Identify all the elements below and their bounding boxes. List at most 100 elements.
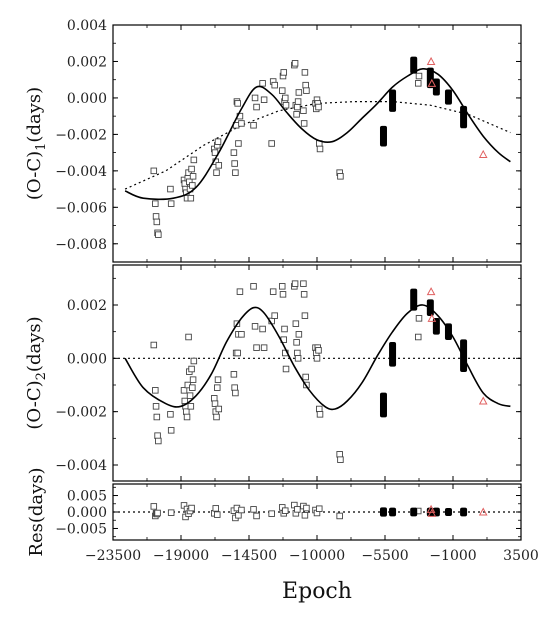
- open-square-point: [316, 405, 323, 413]
- y-axis-title-main: (O-C): [24, 151, 45, 200]
- open-square-point: [414, 333, 422, 341]
- open-square-point: [415, 315, 423, 322]
- filled-data-cluster: [432, 78, 440, 96]
- open-square-point: [269, 288, 277, 295]
- filled-data-cluster: [389, 342, 397, 367]
- open-square-point: [152, 387, 159, 394]
- y-axis-title: (O-C)2(days): [24, 316, 49, 429]
- open-square-point: [187, 194, 195, 202]
- filled-data-cluster: [379, 507, 387, 517]
- open-square-point: [303, 87, 310, 94]
- triangle-point: [427, 78, 437, 87]
- open-square-point: [155, 437, 162, 445]
- y-axis-title: Res(days): [26, 467, 47, 556]
- panel-2: 0.002 0.000 −0.002 −0.004 (O-C)2(days): [24, 264, 522, 482]
- filled-data-cluster: [432, 318, 440, 335]
- open-square-point: [167, 411, 174, 418]
- solid-fit-curve: [124, 67, 511, 201]
- y-tick-label: −0.002: [55, 405, 107, 421]
- filled-data-cluster: [410, 56, 418, 74]
- open-square-point: [152, 213, 160, 220]
- y-tick-label: 0.005: [67, 489, 107, 505]
- filled-data-cluster: [444, 508, 452, 516]
- y-tick-label: −0.004: [55, 458, 107, 474]
- filled-data-cluster: [410, 507, 418, 517]
- open-square-point: [153, 413, 161, 421]
- open-square-point: [301, 69, 309, 76]
- open-square-point: [294, 98, 302, 105]
- open-square-point: [211, 149, 219, 156]
- y-axis-title: (O-C)1(days): [24, 87, 49, 200]
- open-square-point: [214, 511, 221, 518]
- y-tick-label: −0.008: [55, 237, 107, 253]
- open-square-point: [253, 344, 260, 351]
- open-square-point: [301, 312, 309, 319]
- open-square-point: [278, 87, 286, 94]
- open-square-point: [250, 283, 257, 290]
- open-square-point: [185, 333, 192, 341]
- x-tick-label: −5500: [361, 548, 408, 564]
- open-square-point: [167, 200, 175, 207]
- dashed-fit-curve: [124, 101, 511, 190]
- open-square-point: [152, 200, 159, 207]
- open-square-point: [260, 96, 268, 103]
- open-square-point: [183, 408, 190, 415]
- y-axis-title-unit: (days): [24, 87, 45, 143]
- open-square-point: [211, 400, 219, 407]
- open-square-point: [295, 89, 303, 96]
- open-square-point: [210, 395, 218, 402]
- open-square-point: [336, 512, 343, 520]
- open-square-point: [282, 101, 290, 109]
- open-square-point: [313, 355, 321, 362]
- open-square-point: [213, 169, 220, 176]
- open-square-point: [155, 231, 162, 238]
- triangle-point: [478, 149, 488, 158]
- y-tick-label: 0.000: [67, 505, 107, 521]
- open-square-point: [294, 103, 301, 111]
- filled-data-cluster: [389, 89, 397, 112]
- open-square-point: [188, 504, 195, 512]
- y-axis-title-sub: 2: [34, 372, 49, 380]
- open-square-point: [152, 403, 160, 410]
- open-square-point: [188, 365, 195, 373]
- open-square-point: [415, 72, 423, 80]
- y-axis-title-unit: (days): [26, 467, 47, 523]
- y-axis-title-sub: 1: [34, 143, 49, 151]
- open-square-point: [189, 182, 196, 189]
- y-tick-label: −0.005: [55, 521, 107, 537]
- open-square-point: [234, 349, 241, 357]
- open-square-point: [253, 512, 260, 520]
- open-square-point: [302, 81, 309, 89]
- open-square-point: [189, 376, 197, 383]
- filled-data-cluster: [379, 392, 387, 418]
- open-square-point: [215, 162, 223, 169]
- y-tick-label: 0.002: [67, 54, 107, 70]
- open-square-point: [271, 312, 278, 319]
- open-square-point: [282, 365, 290, 373]
- open-square-point: [213, 413, 220, 421]
- open-square-point: [300, 120, 308, 127]
- open-square-point: [186, 392, 194, 399]
- open-square-point: [236, 288, 244, 295]
- open-square-point: [235, 140, 242, 147]
- x-tick-label: 3500: [503, 548, 539, 564]
- open-square-point: [183, 413, 191, 421]
- open-square-point: [259, 325, 266, 333]
- triangle-point: [426, 504, 436, 513]
- x-tick-label: −19000: [153, 548, 209, 564]
- open-square-point: [189, 384, 196, 391]
- x-axis-title: Epoch: [282, 579, 352, 604]
- open-square-point: [300, 291, 308, 298]
- triangle-point: [426, 56, 436, 65]
- open-square-point: [215, 405, 223, 413]
- triangle-point: [427, 508, 437, 517]
- open-square-point: [315, 347, 322, 354]
- y-tick-label: −0.004: [55, 164, 107, 180]
- y-tick-label: −0.002: [55, 127, 107, 143]
- x-tick-label: −10000: [289, 548, 345, 564]
- open-square-point: [316, 145, 324, 153]
- panel-1: 0.004 0.002 0.000 −0.002 −0.004 −0.006 −0.008 (…: [24, 18, 522, 263]
- filled-data-cluster: [379, 125, 387, 147]
- open-square-point: [238, 331, 245, 338]
- open-square-point: [190, 357, 198, 365]
